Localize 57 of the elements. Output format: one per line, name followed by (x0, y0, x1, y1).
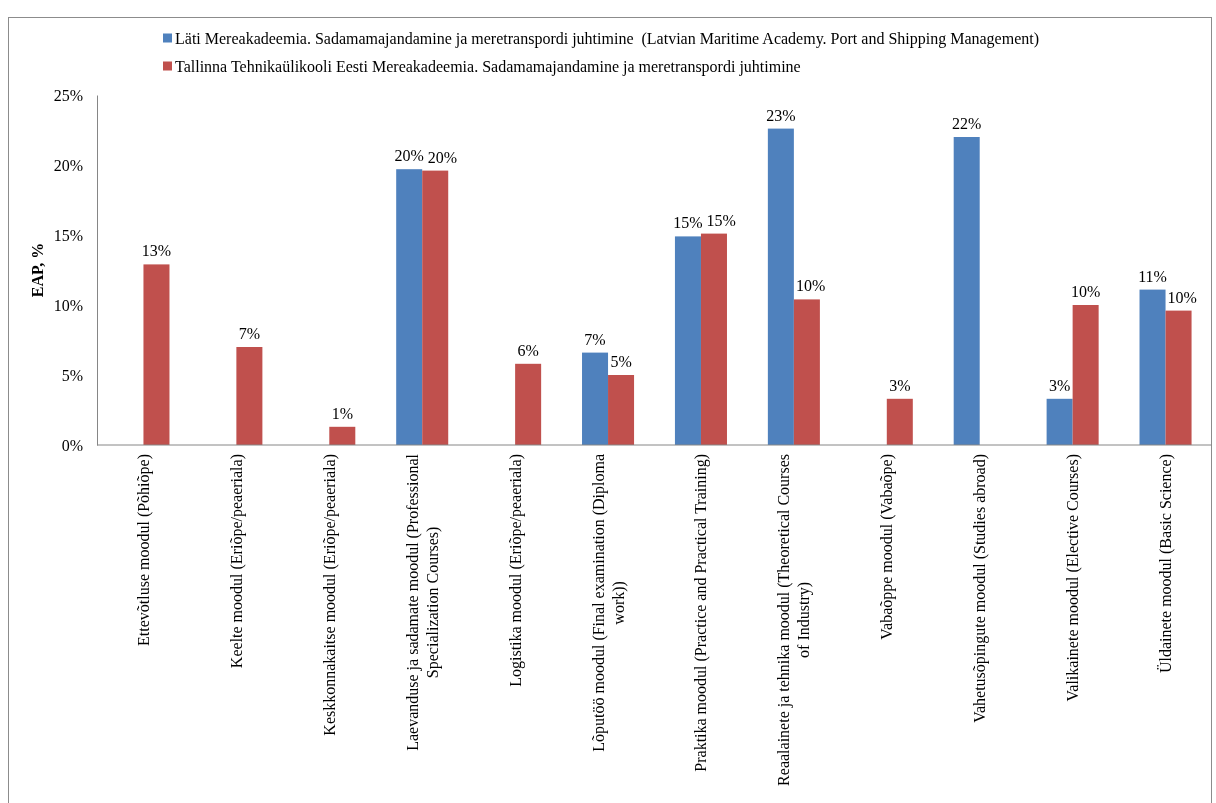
bar (767, 128, 794, 445)
bar (143, 264, 170, 445)
data-label: 6% (517, 341, 539, 359)
x-tick-label: Reaalainete ja tehnika moodul (Theoretical Courses of Industry) (775, 454, 814, 786)
x-tick-label: Keskkonnakaitse moodul (Eriõpe/peaeriala) (320, 454, 339, 736)
bar (674, 236, 701, 445)
data-label: 11% (1138, 267, 1167, 285)
bar (236, 347, 263, 445)
legend-label: Tallinna Tehnikaülikooli Eesti Mereakadeemia. Sadamamajandamine ja meretranspordi juhtimine (175, 57, 801, 76)
x-tick-label: Logistika moodul (Eriõpe/peaeriala) (506, 454, 525, 687)
x-tick-label: Laevanduse ja sadamate moodul (Professional Specialization Courses) (403, 453, 442, 751)
y-axis-title: EAP, % (29, 242, 46, 298)
x-tick-label: Keelte moodul (Eriõpe/peaeriala) (227, 454, 246, 669)
x-tick-label: Vabaõppe moodul (Vabaõpe) (878, 454, 897, 640)
data-label: 15% (673, 214, 703, 232)
bar (953, 137, 980, 445)
data-label: 1% (331, 404, 353, 422)
data-label: 10% (1167, 288, 1197, 306)
data-label: 22% (952, 115, 982, 132)
data-label: 7% (584, 330, 606, 348)
y-tick-label: 10% (53, 296, 83, 314)
bar (582, 352, 609, 445)
bar (515, 363, 542, 445)
bar (1046, 398, 1073, 445)
y-tick-label: 25% (53, 86, 83, 104)
data-label: 20% (427, 148, 458, 166)
y-tick-label: 0% (61, 436, 83, 454)
bar (329, 426, 356, 445)
data-label: 3% (1048, 376, 1071, 394)
x-tick-label: Valikainete moodul (Elective Courses) (1064, 454, 1083, 702)
bar (608, 375, 635, 445)
x-tick-label: Ettevõtluse moodul (Põhiõpe) (134, 454, 153, 646)
y-tick-label: 15% (53, 226, 83, 244)
bar (700, 233, 727, 445)
bar (1139, 289, 1166, 445)
data-label: 23% (766, 106, 796, 124)
data-label: 3% (889, 376, 911, 394)
x-tick-label: Üldainete moodul (Basic Science) (1157, 454, 1176, 674)
x-tick-label: Praktika moodul (Practice and Practical Training) (692, 454, 711, 772)
bar (793, 299, 820, 445)
legend-label: Läti Mereakadeemia. Sadamamajandamine ja meretranspordi juhtimine (Latvian Maritime Academy. Port and Shipping Management) (175, 29, 1040, 48)
data-label: 10% (795, 277, 826, 295)
x-tick-label: Lõputöö moodul (Final examination (Diploma work)) (589, 454, 628, 752)
data-label: 5% (610, 353, 632, 370)
bar (396, 169, 423, 445)
y-tick-label: 20% (53, 156, 83, 174)
data-label: 15% (706, 211, 736, 229)
data-label: 13% (141, 242, 172, 260)
bar (422, 170, 449, 445)
y-tick-label: 5% (61, 366, 83, 384)
data-label: 10% (1070, 283, 1101, 300)
data-label: 7% (238, 325, 261, 342)
bar (886, 398, 913, 445)
bar (1072, 305, 1099, 445)
bar (1165, 310, 1192, 445)
x-tick-label: Vahetusõpingute moodul (Studies abroad) (971, 454, 990, 723)
data-label: 20% (394, 147, 424, 165)
